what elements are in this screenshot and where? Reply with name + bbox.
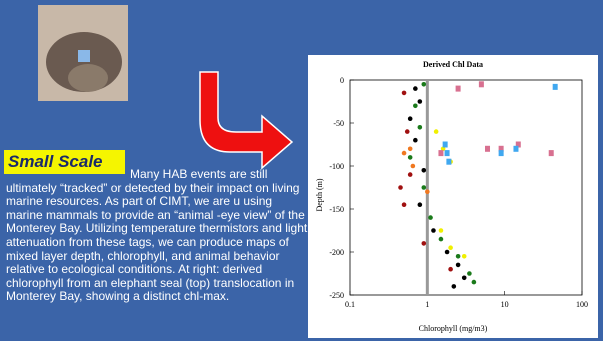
point xyxy=(439,228,444,233)
point xyxy=(413,104,418,109)
point xyxy=(472,280,477,285)
point xyxy=(446,159,451,165)
x-tick-label: 10 xyxy=(501,300,509,309)
point xyxy=(411,164,416,169)
point xyxy=(408,116,413,121)
x-tick-label: 100 xyxy=(576,300,588,309)
point xyxy=(402,202,407,207)
point xyxy=(445,250,450,255)
chart: Derived Chl Data Chlorophyll (mg/m3) Dep… xyxy=(308,55,598,338)
point xyxy=(421,185,426,190)
point xyxy=(408,172,413,177)
point xyxy=(421,168,426,173)
x-axis-label: Chlorophyll (mg/m3) xyxy=(419,324,488,333)
seal-head xyxy=(68,64,108,92)
point xyxy=(549,150,554,156)
point xyxy=(434,129,439,134)
point xyxy=(462,254,467,259)
seal-tag xyxy=(78,50,90,62)
point xyxy=(425,190,430,195)
point xyxy=(448,267,453,272)
point xyxy=(408,155,413,160)
point xyxy=(452,284,457,289)
body-text: Many HAB events are still ultimately “tr… xyxy=(6,168,308,304)
point xyxy=(431,228,436,233)
point xyxy=(445,150,450,156)
point xyxy=(456,254,461,259)
x-tick-label: 0.1 xyxy=(345,300,355,309)
point xyxy=(402,91,407,96)
point xyxy=(402,151,407,156)
point xyxy=(418,125,423,130)
y-axis-label: Depth (m) xyxy=(315,178,324,211)
point xyxy=(499,150,504,156)
chart-title: Derived Chl Data xyxy=(423,60,483,69)
y-tick-label: -150 xyxy=(329,205,344,214)
point xyxy=(421,241,426,246)
point xyxy=(456,263,461,268)
point xyxy=(439,237,444,242)
point xyxy=(398,185,403,190)
point xyxy=(405,129,410,134)
point xyxy=(467,271,472,276)
y-tick-label: 0 xyxy=(340,76,344,85)
point xyxy=(421,82,426,87)
point xyxy=(413,138,418,143)
point xyxy=(443,142,448,148)
point xyxy=(448,245,453,250)
plot-frame xyxy=(350,80,582,295)
point xyxy=(418,99,423,104)
point xyxy=(485,146,490,152)
point xyxy=(413,86,418,91)
point xyxy=(513,146,518,152)
x-tick-label: 1 xyxy=(425,300,429,309)
point xyxy=(418,202,423,207)
y-tick-label: -100 xyxy=(329,162,344,171)
point xyxy=(438,150,443,156)
point xyxy=(428,215,433,220)
y-tick-label: -250 xyxy=(329,291,344,300)
point xyxy=(456,86,461,92)
y-tick-label: -50 xyxy=(333,119,344,128)
y-tick-label: -200 xyxy=(329,248,344,257)
point xyxy=(553,84,558,90)
point xyxy=(479,81,484,87)
point xyxy=(462,276,467,281)
arrow xyxy=(200,72,292,168)
point xyxy=(408,147,413,152)
slide: Small Scale Many HAB events are still ul… xyxy=(0,0,603,341)
